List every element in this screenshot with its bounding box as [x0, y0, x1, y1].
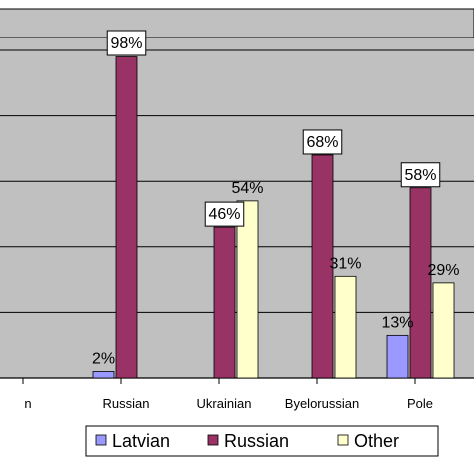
data-label-byelorussian-russian: 68% [306, 134, 338, 151]
bar-ukrainian-other [236, 200, 259, 379]
bar-ukrainian-russian [213, 226, 236, 379]
bar-pole-russian [409, 187, 432, 379]
legend-box [85, 425, 439, 457]
data-label-ukrainian-russian-box [204, 201, 245, 227]
data-label-byelorussian-russian-box [302, 129, 343, 155]
data-label-russian-russian: 98% [110, 35, 142, 52]
x-tick-label-pole: Pole [407, 396, 433, 411]
bar-russian-russian [115, 56, 138, 379]
x-tick-label-ukrainian: Ukrainian [197, 396, 252, 411]
legend-swatch-other [337, 434, 349, 446]
data-label-pole-other: 29% [427, 262, 459, 279]
plot-top-band [0, 8, 474, 39]
legend-label-other: Other [354, 431, 399, 451]
data-label-ukrainian-russian: 46% [208, 206, 240, 223]
x-tick-label-russian: Russian [103, 396, 150, 411]
x-tick-label-n: n [24, 396, 31, 411]
data-label-pole-russian-box [400, 162, 441, 188]
x-tick-label-byelorussian: Byelorussian [285, 396, 359, 411]
data-label-ukrainian-other: 54% [231, 180, 263, 197]
legend-label-russian: Russian [224, 431, 289, 451]
legend-swatch-russian [207, 434, 219, 446]
data-label-byelorussian-other: 31% [329, 255, 361, 272]
data-label-pole-latvian: 13% [381, 314, 413, 331]
bar-byelorussian-other [334, 275, 357, 379]
data-label-russian-latvian: 2% [92, 350, 115, 367]
bar-pole-latvian [386, 334, 409, 379]
data-label-pole-russian: 58% [404, 167, 436, 184]
bar-pole-other [432, 282, 455, 379]
data-label-russian-russian-box [106, 30, 147, 56]
legend-swatch-latvian [95, 434, 107, 446]
legend-label-latvian: Latvian [112, 431, 170, 451]
bar-russian-latvian [92, 371, 115, 379]
bar-byelorussian-russian [311, 154, 334, 379]
